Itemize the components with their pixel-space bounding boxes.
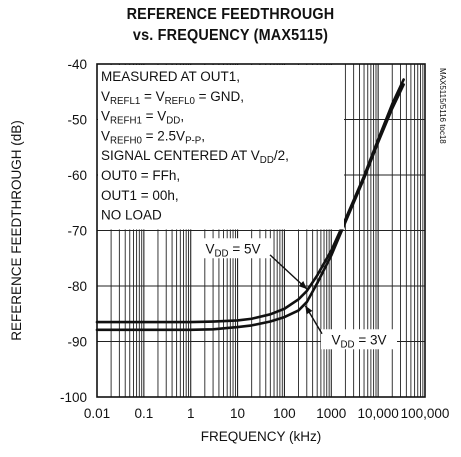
y-tick-label: -70 <box>67 224 87 239</box>
conditions-box <box>98 65 344 230</box>
series-layer <box>95 78 405 332</box>
tick-labels: 0.01 0.1 1 10 100 1000 10,000 100,000 -40 -50 -60 -… <box>60 57 449 421</box>
condition-line: SIGNAL CENTERED AT VDD/2, <box>101 148 289 166</box>
y-tick-label: -40 <box>67 57 87 72</box>
x-tick-label: 100,000 <box>401 406 450 421</box>
arrowhead <box>305 305 313 315</box>
x-tick-label: 0.01 <box>84 406 110 421</box>
chart-title-line1: REFERENCE FEEDTHROUGH <box>126 6 335 23</box>
x-tick-label: 1000 <box>316 406 346 421</box>
y-tick-label: -100 <box>60 390 87 405</box>
x-tick-label: 1 <box>187 406 195 421</box>
condition-line: MEASURED AT OUT1, <box>101 69 240 84</box>
figure-tag: MAX5115/5116 toc18 <box>438 68 447 144</box>
condition-line: VREFL1 = VREFL0 = GND, <box>101 89 244 107</box>
annotation-arrow <box>269 254 308 290</box>
series-line <box>95 83 405 332</box>
series-label-box <box>321 329 397 350</box>
x-tick-label: 10 <box>230 406 245 421</box>
series-label-box <box>195 238 271 259</box>
x-tick-label: 100 <box>273 406 296 421</box>
y-tick-label: -80 <box>67 279 87 294</box>
y-tick-label: -50 <box>67 113 87 128</box>
x-axis-label: FREQUENCY (kHz) <box>201 429 322 444</box>
condition-line: VREFH1 = VDD, <box>101 109 184 127</box>
y-axis-label: REFERENCE FEEDTHROUGH (dB) <box>9 120 24 341</box>
annotation-layer: MEASURED AT OUT1, VREFL1 = VREFL0 = GND, V… <box>98 65 397 350</box>
condition-line: NO LOAD <box>101 208 162 223</box>
x-tick-label: 10,000 <box>357 406 398 421</box>
y-tick-label: -90 <box>67 335 87 350</box>
series-label: VDD = 5V <box>206 241 261 259</box>
y-tick-label: -60 <box>67 168 87 183</box>
arrowhead <box>298 280 307 289</box>
condition-line: OUT0 = FFh, <box>101 168 180 183</box>
condition-line: OUT1 = 00h, <box>101 188 179 203</box>
plot-frame <box>96 63 426 398</box>
chart-title-line2: vs. FREQUENCY (MAX5115) <box>132 27 329 44</box>
series-label: VDD = 3V <box>332 332 387 350</box>
condition-line: VREFH0 = 2.5VP-P, <box>101 128 205 146</box>
x-tick-label: 0.1 <box>134 406 153 421</box>
